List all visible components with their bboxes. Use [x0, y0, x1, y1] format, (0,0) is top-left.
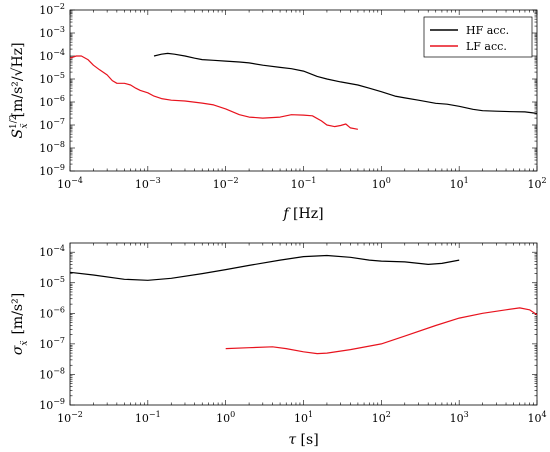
- allan-deviation-chart: 10−2 10−1 100 101 102 103 104 10−9 10−8 10−7 10−6 1…: [10, 242, 547, 448]
- adev-minor-ticks: [70, 243, 537, 405]
- psd-x-tick-label: 10−2: [213, 176, 239, 191]
- psd-y-tick-label: 10−3: [39, 25, 65, 40]
- psd-y-tick-label: 10−2: [39, 2, 65, 17]
- legend: HF acc. LF acc.: [423, 16, 533, 58]
- adev-y-tick-label: 10−6: [39, 305, 65, 320]
- legend-entry: HF acc.: [466, 24, 509, 37]
- psd-x-tick-label: 10−3: [135, 176, 161, 191]
- psd-y-tick-label: 10−6: [39, 94, 65, 109]
- adev-y-axis-label: σẍ[m/s²]: [10, 293, 30, 355]
- adev-x-tick-label: 104: [527, 410, 546, 425]
- psd-x-tick-label: 100: [372, 176, 391, 191]
- legend-box: [423, 16, 533, 58]
- psd-x-tick-label: 101: [450, 176, 469, 191]
- psd-x-tick-label: 10−1: [291, 176, 317, 191]
- adev-x-tick-label: 10−1: [135, 410, 161, 425]
- psd-y-axis-label: S1/2ẍ[m/s²/√Hz]: [9, 42, 30, 138]
- psd-y-tick-label: 10−4: [39, 48, 65, 63]
- psd-y-tick-label: 10−5: [39, 71, 65, 86]
- psd-series-hf: [153, 52, 538, 114]
- psd-chart: 10−4 10−3 10−2 10−1 100 101 102 10−9 10−8 10−7 10−…: [9, 2, 547, 222]
- adev-plot-frame: [69, 242, 538, 406]
- adev-y-tick-label: 10−9: [39, 397, 65, 412]
- adev-x-tick-label: 101: [294, 410, 313, 425]
- psd-minor-ticks: [70, 10, 537, 171]
- psd-x-axis-label: f [Hz]: [282, 206, 323, 222]
- adev-x-tick-label: 103: [450, 410, 469, 425]
- adev-x-axis-label: τ [s]: [288, 432, 318, 448]
- adev-y-tick-label: 10−4: [39, 244, 65, 259]
- psd-series-lf: [69, 55, 359, 130]
- adev-y-tick-label: 10−7: [39, 336, 65, 351]
- adev-y-tick-label: 10−5: [39, 275, 65, 290]
- adev-series-hf: [69, 254, 460, 281]
- adev-series-lf: [225, 307, 538, 355]
- psd-y-tick-label: 10−7: [39, 117, 65, 132]
- adev-y-tick-label: 10−8: [39, 366, 65, 381]
- psd-y-tick-label: 10−9: [39, 163, 65, 178]
- adev-x-tick-label: 100: [216, 410, 235, 425]
- psd-x-tick-label: 10−4: [57, 176, 83, 191]
- adev-x-tick-label: 102: [372, 410, 391, 425]
- psd-y-tick-label: 10−8: [39, 140, 65, 155]
- legend-entry: LF acc.: [466, 40, 507, 53]
- adev-x-tick-label: 10−2: [57, 410, 83, 425]
- psd-x-tick-label: 102: [527, 176, 546, 191]
